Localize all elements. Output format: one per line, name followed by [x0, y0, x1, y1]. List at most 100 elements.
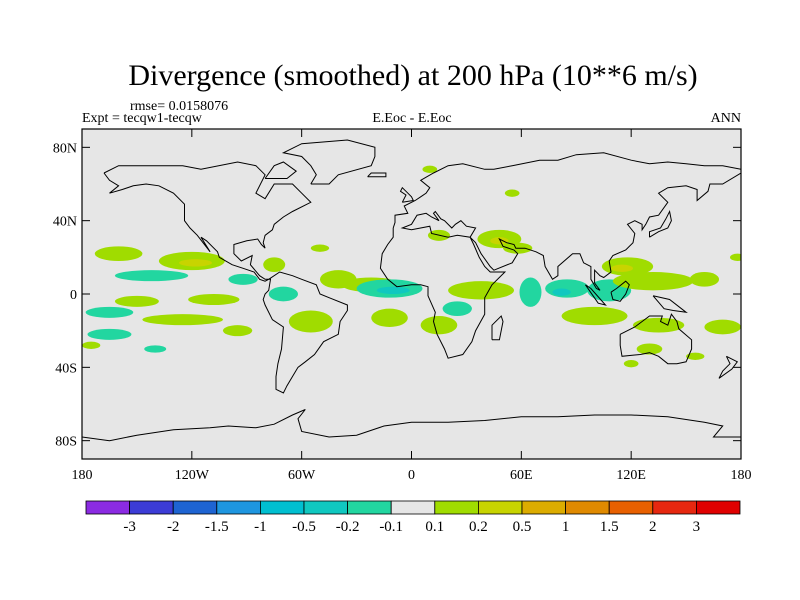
colorbar-swatch-10: [521, 500, 566, 515]
case-label: E.Eoc - E.Eoc: [372, 111, 451, 126]
colorbar-label-7: 0.1: [425, 519, 444, 535]
contour-region-44: [686, 352, 705, 361]
contour-region-36: [611, 264, 633, 273]
contour-region-42: [704, 319, 741, 335]
coastline-borneo: [610, 280, 630, 302]
contour-region-43: [636, 343, 663, 355]
contour-region-15: [142, 314, 223, 326]
contour-region-27: [504, 189, 520, 197]
contour-region-20: [222, 325, 253, 337]
contour-region-11: [268, 286, 299, 302]
contour-region-39: [442, 301, 472, 316]
colorbar-swatch-7: [390, 500, 436, 515]
coastline-north-america: [103, 161, 312, 282]
coastline-eurasia-africa: [379, 152, 741, 359]
contour-region-18: [420, 316, 458, 335]
colorbar-swatch-14: [696, 500, 741, 515]
chart-title: Divergence (smoothed) at 200 hPa (10**6 …: [128, 59, 697, 92]
contour-region-29: [448, 281, 515, 300]
colorbar-swatch-5: [303, 500, 348, 515]
contour-region-38: [730, 253, 741, 261]
contour-region-16: [288, 310, 333, 333]
contour-region-4: [310, 244, 330, 252]
colorbar-label-4: -0.5: [292, 519, 316, 535]
contour-region-32: [552, 288, 571, 296]
x-tick-label-3: 0: [408, 468, 415, 483]
colorbar-swatch-3: [216, 500, 261, 515]
contour-region-10: [376, 286, 410, 295]
coastline-japan: [649, 209, 672, 238]
contour-region-5: [114, 270, 189, 282]
contour-region-12: [114, 295, 159, 307]
contour-region-0: [94, 246, 143, 261]
experiment-label: Expt = tecqw1-tecqw: [82, 111, 203, 126]
coastline-new-zealand: [718, 355, 739, 379]
colorbar-swatch-13: [652, 500, 697, 515]
colorbar-label-9: 0.5: [513, 519, 532, 535]
contour-region-17: [371, 308, 408, 328]
contour-region-14: [85, 306, 134, 318]
season-label: ANN: [711, 111, 741, 126]
contour-region-30: [519, 277, 542, 307]
colorbar-swatch-0: [85, 500, 130, 515]
colorbar-label-11: 1.5: [600, 519, 619, 535]
x-tick-label-6: 180: [731, 468, 752, 483]
colorbar-swatch-11: [565, 500, 610, 515]
axis-ticks: 180 120W 60W 0 60E 120E 180 80N 40N 0 40S 80S: [53, 129, 752, 483]
contour-region-13: [188, 294, 240, 305]
colorbar-swatch-1: [129, 500, 174, 515]
contour-region-37: [689, 272, 720, 287]
coastline-madagascar: [491, 315, 504, 341]
colorbar-swatch-8: [434, 500, 479, 515]
coastline-great-britain: [399, 186, 415, 203]
contour-region-40: [561, 306, 628, 326]
contour-region-34: [612, 272, 694, 291]
colorbar-label-10: 1: [562, 519, 570, 535]
colorbar-swatch-12: [608, 500, 654, 515]
x-tick-label-0: 180: [72, 468, 93, 483]
coastline-south-america: [262, 271, 348, 394]
y-tick-label-4: 80S: [55, 435, 77, 450]
x-tick-label-2: 60W: [288, 468, 316, 483]
coastline-iceland: [367, 172, 387, 178]
coastline-australia: [619, 313, 693, 365]
contour-fill-layer: [82, 165, 741, 368]
colorbar-swatch-2: [172, 500, 218, 515]
rmse-label: rmse= 0.0158076: [130, 99, 228, 114]
y-tick-label-3: 40S: [55, 361, 77, 376]
colorbar: -3 -2 -1.5 -1 -0.5 -0.2 -0.1 0.1 0.2 0.5 1 1.5 2 3: [85, 500, 741, 535]
contour-region-6: [228, 273, 258, 285]
contour-region-3: [263, 257, 286, 272]
y-tick-label-0: 80N: [53, 141, 77, 156]
colorbar-label-3: -1: [254, 519, 267, 535]
x-tick-label-4: 60E: [510, 468, 533, 483]
coastline-baffin: [264, 161, 298, 179]
contour-region-21: [144, 345, 167, 353]
contour-region-41: [632, 317, 685, 333]
colorbar-label-13: 3: [693, 519, 701, 535]
contour-region-28: [422, 165, 438, 173]
contour-region-19: [87, 328, 132, 340]
colorbar-label-1: -2: [167, 519, 180, 535]
colorbar-label-5: -0.2: [336, 519, 360, 535]
colorbar-label-2: -1.5: [205, 519, 229, 535]
colorbar-swatch-4: [259, 500, 305, 515]
contour-region-2: [179, 259, 212, 267]
coastline-greenland: [281, 139, 376, 185]
colorbar-label-6: -0.1: [379, 519, 403, 535]
colorbar-label-8: 0.2: [469, 519, 488, 535]
coastline-new-guinea: [652, 295, 688, 314]
coastline-sumatra: [584, 284, 607, 306]
contour-region-25: [490, 237, 509, 245]
x-tick-label-5: 120E: [616, 468, 646, 483]
contour-region-45: [623, 360, 639, 368]
coastline-antarctica: [82, 409, 741, 442]
colorbar-label-12: 2: [649, 519, 657, 535]
x-tick-label-1: 120W: [175, 468, 210, 483]
colorbar-swatch-9: [477, 500, 523, 515]
y-tick-label-2: 0: [70, 288, 77, 303]
colorbar-swatch-6: [347, 500, 392, 515]
colorbar-label-0: -3: [123, 519, 136, 535]
coastline-layer: [82, 139, 741, 442]
